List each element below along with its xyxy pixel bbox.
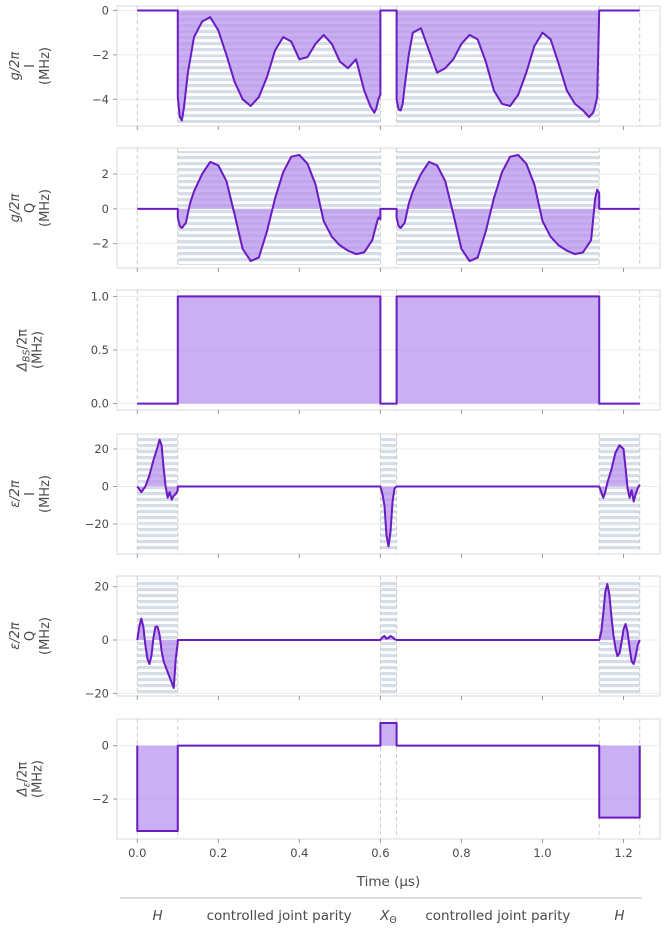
y-axis-label-line-2: I [23, 64, 38, 68]
series-area [137, 439, 640, 547]
x-tick-label-1: 0.0 [128, 846, 146, 860]
y-tick-label-1: 20 [94, 442, 109, 456]
series-line [137, 9, 640, 122]
subplots: 0−2−4g/2π I (MHz)20−2g/2π Q (MHz)1.00.50.0ΔB… [8, 3, 661, 843]
y-tick-label-2: 0.5 [91, 343, 109, 357]
series-line [136, 722, 641, 832]
segment-label-5: H [614, 908, 624, 924]
y-tick-label-2: 0 [102, 202, 109, 216]
hatched-region-2 [380, 579, 397, 693]
y-axis-label-line-2: (MHz) [31, 760, 46, 798]
x-axis-label: Time (μs) [356, 874, 421, 890]
y-axis-label-line-1: ΔBS/2π [16, 329, 33, 372]
y-axis-label-line-1: Δε/2π [16, 762, 33, 798]
series-line [137, 153, 640, 263]
subplot-1: 0 −2 −4 g/2π I (MHz) [8, 3, 661, 130]
x-tick-label-5: 0.8 [452, 846, 470, 860]
y-axis-label-line-3: (MHz) [38, 617, 53, 655]
y-axis-label-line-1: ε/2π [8, 622, 23, 650]
y-tick-label-3: 0.0 [91, 397, 109, 411]
x-tick-label-2: 0.2 [209, 846, 227, 860]
x-tick-label-7: 1.2 [614, 846, 632, 860]
series-line [136, 438, 641, 548]
y-axis-label: g/2π Q (MHz) [8, 189, 53, 227]
y-tick-label-3: −20 [85, 517, 109, 531]
y-tick-label-3: −2 [92, 237, 109, 251]
segment-label-1: H [152, 908, 162, 924]
y-tick-label-1: 1.0 [91, 289, 109, 303]
x-axis: 0.0 0.2 0.4 0.6 0.8 1.0 1.2 Time (μs) [128, 846, 633, 890]
y-axis-label-line-1: ε/2π [8, 480, 23, 508]
y-axis-label-line-2: Q [23, 203, 38, 213]
segment-label-2: controlled joint parity [207, 908, 352, 924]
y-axis-label-line-2: Q [23, 631, 38, 641]
y-axis-label: ε/2π I (MHz) [8, 475, 53, 513]
series-area [137, 723, 640, 831]
y-tick-label-2: −2 [92, 792, 109, 806]
series-area [137, 154, 640, 262]
series-area [137, 296, 640, 404]
segment-label-4: controlled joint parity [425, 908, 570, 924]
x-tick-label-4: 0.6 [371, 846, 389, 860]
y-tick-label-2: 0 [102, 480, 109, 494]
y-tick-label-3: −4 [92, 92, 109, 106]
x-tick-label-6: 1.0 [533, 846, 551, 860]
y-tick-label-1: 2 [102, 167, 109, 181]
y-tick-label-1: 0 [102, 3, 109, 17]
y-axis-label: ε/2π Q (MHz) [8, 617, 53, 655]
subplot-5: 20 0 −20 ε/2π Q (MHz) [8, 575, 661, 700]
y-tick-label-1: 0 [102, 739, 109, 753]
y-axis-label: Δε/2π (MHz) [16, 760, 46, 798]
y-axis-label-line-3: (MHz) [38, 189, 53, 227]
subplot-6: 0 −2 Δε/2π (MHz) [16, 718, 661, 843]
x-tick-label-3: 0.4 [290, 846, 308, 860]
y-axis-label: ΔBS/2π (MHz) [16, 329, 46, 372]
segment-label-3: XΘ [379, 908, 397, 926]
y-axis-label-line-1: g/2π [8, 51, 23, 80]
y-tick-label-3: −20 [85, 686, 109, 700]
y-axis-label: g/2π I (MHz) [8, 47, 53, 85]
y-axis-label-line-2: I [23, 492, 38, 496]
y-axis-label-line-2: (MHz) [31, 331, 46, 369]
subplot-2: 2 0 −2 g/2π Q (MHz) [8, 147, 661, 272]
subplot-4: 20 0 −20 ε/2π I (MHz) [8, 433, 661, 558]
y-axis-label-line-1: g/2π [8, 193, 23, 222]
y-tick-label-1: 20 [94, 580, 109, 594]
series-area [137, 10, 640, 121]
subplot-3: 1.0 0.5 0.0 ΔBS/2π (MHz) [16, 289, 661, 414]
y-axis-label-line-3: (MHz) [38, 47, 53, 85]
series-line [136, 583, 641, 689]
series-line [137, 295, 640, 405]
y-tick-label-2: −2 [92, 48, 109, 62]
y-axis-label-line-3: (MHz) [38, 475, 53, 513]
y-tick-label-2: 0 [102, 633, 109, 647]
